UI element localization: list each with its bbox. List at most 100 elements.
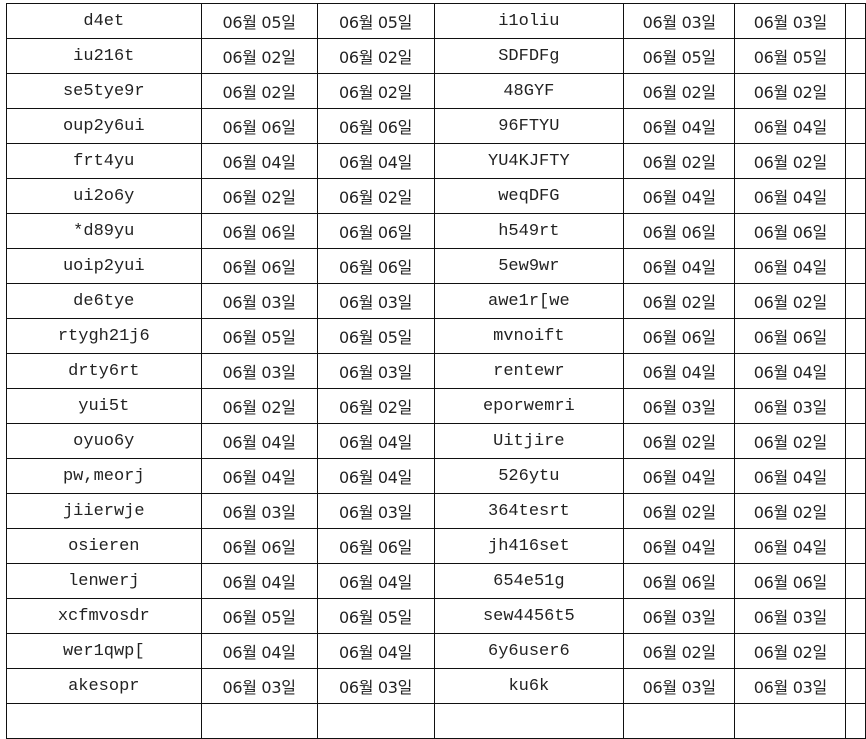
empty-cell[interactable] bbox=[845, 248, 866, 284]
name-cell[interactable]: xcfmvosdr bbox=[6, 598, 202, 634]
date-cell[interactable]: 06월 04일 bbox=[200, 458, 318, 494]
name-cell[interactable]: iu216t bbox=[6, 38, 202, 74]
date-cell[interactable]: 06월 02일 bbox=[316, 178, 435, 214]
name-cell[interactable]: 48GYF bbox=[433, 73, 625, 109]
name-cell[interactable]: awe1r[we bbox=[433, 283, 625, 319]
date-cell[interactable]: 06월 04일 bbox=[316, 633, 435, 669]
date-cell[interactable]: 06월 04일 bbox=[316, 423, 435, 459]
name-cell[interactable]: se5tye9r bbox=[6, 73, 202, 109]
date-cell[interactable]: 06월 04일 bbox=[200, 563, 318, 599]
name-cell[interactable]: rentewr bbox=[433, 353, 625, 389]
name-cell[interactable]: jiierwje bbox=[6, 493, 202, 529]
date-cell[interactable]: 06월 03일 bbox=[200, 493, 318, 529]
empty-cell[interactable] bbox=[845, 633, 866, 669]
date-cell[interactable]: 06월 05일 bbox=[200, 598, 318, 634]
date-cell[interactable]: 06월 03일 bbox=[734, 388, 847, 424]
name-cell[interactable]: uoip2yui bbox=[6, 248, 202, 284]
empty-cell[interactable] bbox=[6, 703, 202, 739]
name-cell[interactable]: 6y6user6 bbox=[433, 633, 625, 669]
name-cell[interactable]: h549rt bbox=[433, 213, 625, 249]
empty-cell[interactable] bbox=[845, 668, 866, 704]
empty-cell[interactable] bbox=[845, 213, 866, 249]
name-cell[interactable]: jh416set bbox=[433, 528, 625, 564]
date-cell[interactable]: 06월 05일 bbox=[734, 38, 847, 74]
date-cell[interactable]: 06월 02일 bbox=[623, 633, 736, 669]
empty-cell[interactable] bbox=[845, 598, 866, 634]
name-cell[interactable]: akesopr bbox=[6, 668, 202, 704]
date-cell[interactable]: 06월 04일 bbox=[623, 528, 736, 564]
date-cell[interactable]: 06월 04일 bbox=[316, 458, 435, 494]
date-cell[interactable]: 06월 03일 bbox=[316, 283, 435, 319]
date-cell[interactable]: 06월 06일 bbox=[623, 213, 736, 249]
name-cell[interactable]: SDFDFg bbox=[433, 38, 625, 74]
date-cell[interactable]: 06월 06일 bbox=[200, 528, 318, 564]
name-cell[interactable]: de6tye bbox=[6, 283, 202, 319]
date-cell[interactable]: 06월 02일 bbox=[200, 388, 318, 424]
date-cell[interactable]: 06월 05일 bbox=[316, 318, 435, 354]
name-cell[interactable]: lenwerj bbox=[6, 563, 202, 599]
empty-cell[interactable] bbox=[845, 108, 866, 144]
name-cell[interactable]: drty6rt bbox=[6, 353, 202, 389]
date-cell[interactable]: 06월 02일 bbox=[200, 73, 318, 109]
empty-cell[interactable] bbox=[845, 38, 866, 74]
name-cell[interactable]: YU4KJFTY bbox=[433, 143, 625, 179]
empty-cell[interactable] bbox=[845, 73, 866, 109]
date-cell[interactable]: 06월 04일 bbox=[316, 143, 435, 179]
empty-cell[interactable] bbox=[433, 703, 625, 739]
date-cell[interactable]: 06월 04일 bbox=[734, 178, 847, 214]
empty-cell[interactable] bbox=[845, 493, 866, 529]
date-cell[interactable]: 06월 02일 bbox=[623, 423, 736, 459]
date-cell[interactable]: 06월 05일 bbox=[316, 598, 435, 634]
date-cell[interactable]: 06월 03일 bbox=[734, 668, 847, 704]
name-cell[interactable]: frt4yu bbox=[6, 143, 202, 179]
date-cell[interactable]: 06월 03일 bbox=[316, 668, 435, 704]
date-cell[interactable]: 06월 03일 bbox=[200, 353, 318, 389]
date-cell[interactable]: 06월 04일 bbox=[734, 353, 847, 389]
date-cell[interactable]: 06월 02일 bbox=[316, 38, 435, 74]
name-cell[interactable]: Uitjire bbox=[433, 423, 625, 459]
date-cell[interactable]: 06월 02일 bbox=[734, 283, 847, 319]
name-cell[interactable]: 364tesrt bbox=[433, 493, 625, 529]
empty-cell[interactable] bbox=[845, 318, 866, 354]
date-cell[interactable]: 06월 06일 bbox=[734, 318, 847, 354]
empty-cell[interactable] bbox=[845, 423, 866, 459]
empty-cell[interactable] bbox=[200, 703, 318, 739]
date-cell[interactable]: 06월 02일 bbox=[316, 73, 435, 109]
name-cell[interactable]: sew4456t5 bbox=[433, 598, 625, 634]
date-cell[interactable]: 06월 03일 bbox=[200, 668, 318, 704]
name-cell[interactable]: weqDFG bbox=[433, 178, 625, 214]
date-cell[interactable]: 06월 06일 bbox=[623, 563, 736, 599]
date-cell[interactable]: 06월 03일 bbox=[623, 598, 736, 634]
empty-cell[interactable] bbox=[845, 703, 866, 739]
name-cell[interactable]: rtygh21j6 bbox=[6, 318, 202, 354]
name-cell[interactable]: d4et bbox=[6, 3, 202, 39]
empty-cell[interactable] bbox=[316, 703, 435, 739]
date-cell[interactable]: 06월 02일 bbox=[200, 178, 318, 214]
date-cell[interactable]: 06월 06일 bbox=[734, 563, 847, 599]
empty-cell[interactable] bbox=[845, 388, 866, 424]
date-cell[interactable]: 06월 02일 bbox=[623, 493, 736, 529]
date-cell[interactable]: 06월 02일 bbox=[623, 143, 736, 179]
date-cell[interactable]: 06월 04일 bbox=[623, 458, 736, 494]
empty-cell[interactable] bbox=[845, 3, 866, 39]
empty-cell[interactable] bbox=[845, 353, 866, 389]
date-cell[interactable]: 06월 06일 bbox=[316, 213, 435, 249]
date-cell[interactable]: 06월 04일 bbox=[623, 353, 736, 389]
date-cell[interactable]: 06월 06일 bbox=[316, 248, 435, 284]
date-cell[interactable]: 06월 04일 bbox=[623, 248, 736, 284]
empty-cell[interactable] bbox=[845, 458, 866, 494]
date-cell[interactable]: 06월 05일 bbox=[200, 3, 318, 39]
date-cell[interactable]: 06월 02일 bbox=[734, 633, 847, 669]
date-cell[interactable]: 06월 02일 bbox=[623, 283, 736, 319]
name-cell[interactable]: 96FTYU bbox=[433, 108, 625, 144]
name-cell[interactable]: i1oliu bbox=[433, 3, 625, 39]
date-cell[interactable]: 06월 04일 bbox=[734, 108, 847, 144]
name-cell[interactable]: pw,meorj bbox=[6, 458, 202, 494]
date-cell[interactable]: 06월 06일 bbox=[200, 213, 318, 249]
name-cell[interactable]: yui5t bbox=[6, 388, 202, 424]
date-cell[interactable]: 06월 02일 bbox=[623, 73, 736, 109]
empty-cell[interactable] bbox=[845, 143, 866, 179]
date-cell[interactable]: 06월 04일 bbox=[200, 423, 318, 459]
name-cell[interactable]: 526ytu bbox=[433, 458, 625, 494]
date-cell[interactable]: 06월 04일 bbox=[623, 178, 736, 214]
